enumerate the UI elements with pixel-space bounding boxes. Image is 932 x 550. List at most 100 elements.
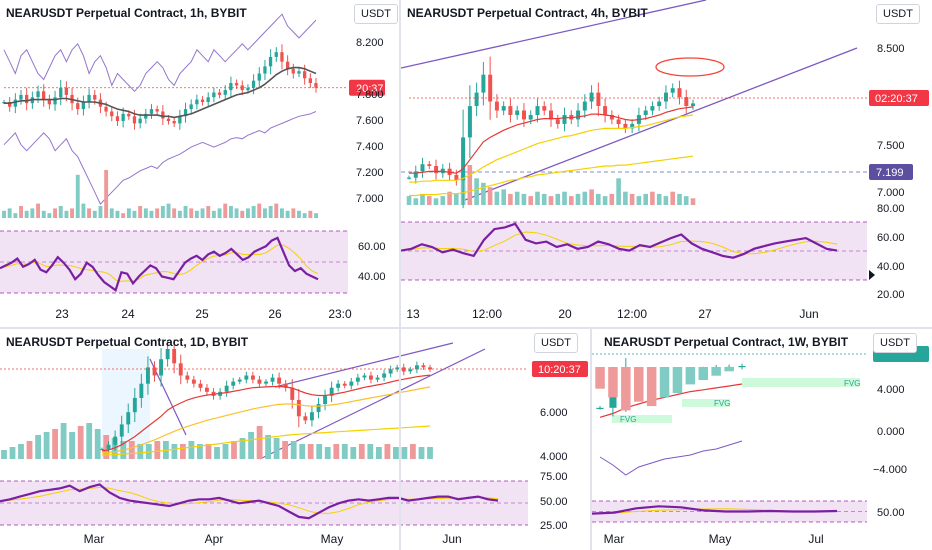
volume-bar-1d (273, 438, 280, 459)
candle-body-4h (650, 106, 655, 111)
candle-body-1d (382, 373, 387, 378)
volume-bar-1h (229, 206, 233, 218)
candle-body-1d (329, 387, 334, 396)
rsi-tick-1h: 60.00 (358, 241, 386, 253)
volume-bar-1h (104, 170, 109, 218)
volume-bar-4h (562, 191, 567, 205)
candle-body-1d (198, 383, 203, 388)
y-tick-1d: 4.000 (540, 451, 568, 463)
rsi-ma-line-4h (401, 231, 838, 255)
y-tick-1w: −4.000 (873, 464, 907, 476)
volume-bar-1h (280, 208, 284, 218)
volume-bar-4h (548, 196, 554, 205)
candle-body-1w (609, 396, 617, 408)
candle-body-4h (427, 164, 432, 166)
price-tag-1d (532, 361, 588, 377)
candle-body-1h (263, 66, 267, 74)
unit-label-1w[interactable]: USDT (873, 333, 917, 353)
candle-body-1h (132, 116, 137, 124)
chart-svg-4h[interactable]: 02:20:37 7.199 8.500 7.500 7.000 80.00 60.00 40… (401, 0, 932, 327)
panel-separator-horizontal[interactable] (0, 327, 932, 329)
x-tick-1h: 24 (121, 307, 135, 321)
volume-bar-4h (670, 191, 675, 205)
volume-bar-1d (248, 432, 254, 459)
moving-average-1h (4, 66, 317, 119)
volume-bar-1d (401, 447, 408, 459)
volume-bar-1d (299, 444, 306, 459)
chart-svg-1w[interactable]: FVG FVG FVG 4.000 0.000 −4.000 50.00 Mar May Jul (592, 329, 932, 550)
volume-bar-4h (413, 198, 419, 205)
unit-label-1d[interactable]: USDT (534, 333, 578, 353)
x-tick-1h: 26 (268, 307, 282, 321)
candle-body-1d (100, 448, 104, 451)
volume-bar-1h (132, 210, 137, 218)
candle-body-1d (264, 381, 268, 384)
candle-body-1d (428, 367, 432, 370)
volume-bar-1d (18, 444, 24, 459)
panel-separator-vertical[interactable] (399, 0, 401, 550)
candle-body-4h (677, 88, 682, 98)
price-tag-4h (869, 90, 929, 106)
candle-body-1h (314, 83, 318, 88)
x-tick-1d: Mar (84, 532, 105, 546)
fvg-label-1w: FVG (844, 379, 860, 388)
candle-body-1h (161, 111, 165, 119)
ma-long-1d (101, 425, 431, 456)
histogram-bar-1w (685, 367, 696, 385)
chart-panel-1h[interactable]: 20:37 8.200 7.800 7.600 7.400 7.200 7.000 60.00… (0, 0, 399, 327)
volume-bar-1h (194, 210, 199, 218)
volume-bar-4h (623, 191, 628, 205)
volume-bar-4h (494, 191, 500, 205)
candle-body-4h (603, 106, 608, 115)
candle-body-4h (488, 74, 493, 102)
candle-body-1d (159, 359, 163, 376)
volume-bar-1h (234, 208, 239, 218)
x-tick-4h: 27 (698, 307, 712, 321)
chart-panel-4h[interactable]: 02:20:37 7.199 8.500 7.500 7.000 80.00 60.00 40… (401, 0, 932, 327)
volume-bar-1d (418, 447, 425, 459)
x-tick-1w: Mar (604, 532, 625, 546)
candle-body-1h (274, 52, 278, 57)
y-tick-1h: 7.600 (356, 115, 384, 127)
volume-bar-1d (137, 444, 144, 459)
volume-bar-4h (541, 193, 547, 205)
volume-bar-1d (290, 441, 297, 459)
candle-body-1h (47, 99, 51, 105)
candle-body-1h (121, 113, 125, 121)
candle-body-1d (191, 379, 196, 384)
candle-body-1h (251, 80, 256, 88)
chart-svg-1d[interactable]: 10:20:37 6.000 4.000 75.00 50.00 25.00 Mar Apr M… (0, 329, 590, 550)
volume-bar-4h (663, 196, 669, 205)
unit-label-1h[interactable]: USDT (354, 4, 398, 24)
candle-body-1d (270, 377, 275, 382)
volume-bar-4h (427, 196, 432, 205)
candle-body-1h (246, 87, 250, 91)
volume-bar-4h (650, 191, 655, 205)
unit-label-4h[interactable]: USDT (876, 4, 920, 24)
price-tag-text-1h: 20:37 (356, 83, 384, 95)
chart-panel-1w[interactable]: FVG FVG FVG 4.000 0.000 −4.000 50.00 Mar May Jul … (592, 329, 932, 550)
volume-bar-1h (217, 208, 222, 218)
rsi-tick-4h: 40.00 (877, 261, 905, 273)
candle-body-4h (582, 101, 587, 111)
candle-body-1d (395, 367, 400, 370)
x-tick-1h: 23 (55, 307, 69, 321)
highlight-ellipse-4h (655, 57, 725, 77)
candle-body-1d (205, 387, 209, 392)
volume-bar-4h (575, 193, 581, 205)
chart-panel-1d[interactable]: 10:20:37 6.000 4.000 75.00 50.00 25.00 Mar Apr M… (0, 329, 590, 550)
volume-bar-1d (69, 432, 75, 459)
histogram-bar-1w (698, 367, 708, 380)
candle-body-1h (13, 99, 17, 107)
ma-long-4h (409, 155, 694, 197)
volume-bar-1d (86, 423, 93, 459)
volume-bar-1h (19, 206, 23, 218)
volume-bar-1d (128, 441, 135, 459)
candle-body-1d (290, 387, 295, 400)
chart-svg-1h[interactable]: 20:37 8.200 7.800 7.600 7.400 7.200 7.000 60.00… (0, 0, 399, 327)
volume-bar-1d (77, 426, 84, 459)
volume-bar-4h (609, 193, 615, 205)
volume-bar-1d (427, 447, 433, 459)
candle-body-1d (408, 369, 413, 372)
panel-separator-vertical-bottom[interactable] (590, 329, 592, 550)
